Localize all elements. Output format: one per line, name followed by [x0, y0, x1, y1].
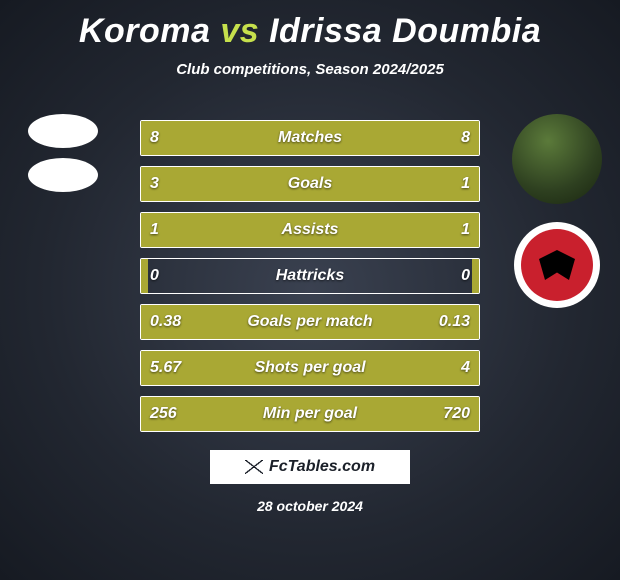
- brand-badge: FcTables.com: [210, 450, 410, 484]
- footer-date: 28 october 2024: [0, 498, 620, 514]
- brand-icon: [245, 460, 263, 474]
- stat-row: 88Matches: [140, 120, 480, 156]
- player1-avatar: [28, 114, 98, 148]
- subtitle: Club competitions, Season 2024/2025: [0, 61, 620, 78]
- comparison-card: Koroma vs Idrissa Doumbia Club competiti…: [0, 0, 620, 580]
- player1-club-badge: [28, 158, 98, 192]
- stat-label: Assists: [140, 212, 480, 248]
- page-title: Koroma vs Idrissa Doumbia: [0, 0, 620, 51]
- stat-row: 00Hattricks: [140, 258, 480, 294]
- player2-club-badge: [514, 222, 600, 308]
- stat-row: 31Goals: [140, 166, 480, 202]
- stat-row: 11Assists: [140, 212, 480, 248]
- stat-row: 0.380.13Goals per match: [140, 304, 480, 340]
- stat-label: Shots per goal: [140, 350, 480, 386]
- player1-name: Koroma: [79, 12, 210, 50]
- player2-name: Idrissa Doumbia: [269, 12, 541, 50]
- stat-label: Hattricks: [140, 258, 480, 294]
- stat-label: Goals: [140, 166, 480, 202]
- stat-label: Matches: [140, 120, 480, 156]
- stat-row: 256720Min per goal: [140, 396, 480, 432]
- stat-row: 5.674Shots per goal: [140, 350, 480, 386]
- brand-text: FcTables.com: [269, 458, 375, 476]
- player2-avatar: [512, 114, 602, 204]
- club-badge-inner: [521, 229, 593, 301]
- stat-label: Min per goal: [140, 396, 480, 432]
- eagle-icon: [537, 250, 577, 280]
- vs-text: vs: [220, 12, 259, 50]
- stat-label: Goals per match: [140, 304, 480, 340]
- left-avatars: [8, 114, 118, 192]
- stats-panel: 88Matches 31Goals 11Assists 00Hattricks 0.38…: [140, 120, 480, 442]
- right-avatars: [502, 114, 612, 308]
